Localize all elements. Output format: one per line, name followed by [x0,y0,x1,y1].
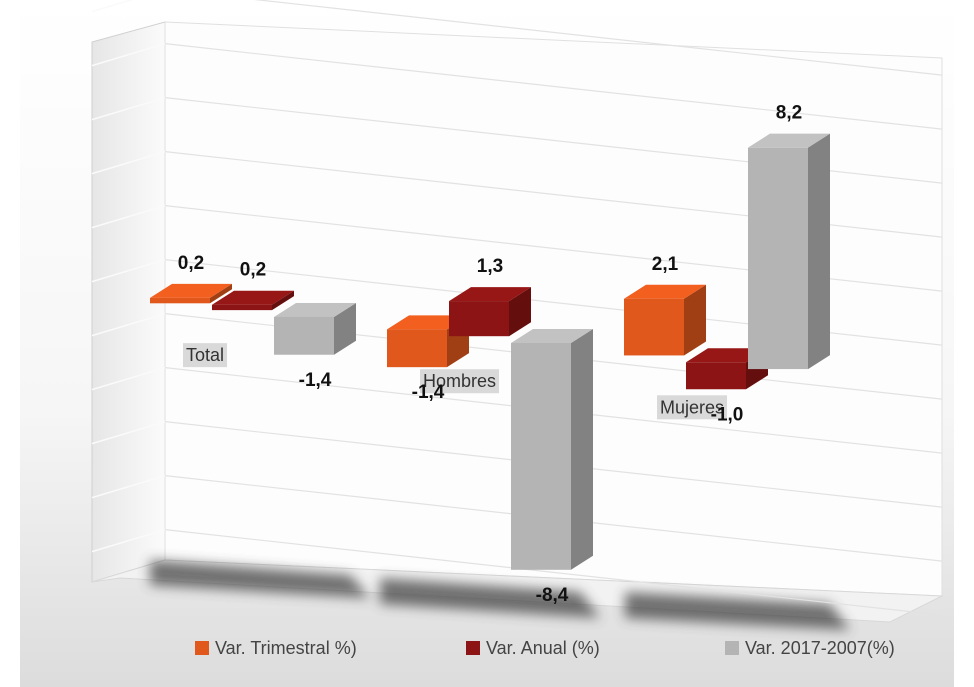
category-label-bg [657,395,728,420]
value-label: 2,1 [652,254,679,275]
value-label: -1,4 [412,382,445,403]
bar [624,298,684,356]
value-label: -1,0 [711,404,744,425]
legend-label: Var. Anual (%) [486,638,600,658]
grid-line [91,96,166,121]
value-label: 1,3 [477,256,503,277]
legend-swatch [725,641,739,655]
grid-line [91,366,166,391]
floor-shadows [150,560,850,630]
value-label: 0,2 [240,260,266,281]
grid-line [91,150,166,175]
category-label: Total [186,345,224,365]
legend-label: Var. Trimestral %) [215,638,357,658]
bar-top [748,133,830,148]
grid-line [91,528,166,553]
bar-top [449,287,531,302]
value-label: 0,2 [178,253,204,274]
value-label: -1,4 [299,370,332,391]
bar-side [272,290,294,311]
value-label: -8,4 [536,585,569,606]
grid-line [91,420,166,445]
bar [686,362,746,390]
bar-top [274,302,356,317]
category-label: Mujeres [660,397,724,417]
bar [387,329,447,368]
bar-side [210,283,232,304]
grid-line [91,42,166,67]
grid-line [253,0,943,76]
bar [449,301,509,337]
bar-top [150,283,232,298]
bar-top [387,315,469,330]
legend-swatch [466,641,480,655]
grid-line [164,529,943,616]
grid-line [164,43,943,130]
category-label-bg [420,369,500,394]
bar [511,343,571,570]
bar-top [624,284,706,299]
bar-top [686,348,768,363]
bar-side [684,284,706,356]
grid-line [91,474,166,499]
category-label-bg [183,343,228,368]
bar [748,147,808,370]
grid-line [91,258,166,283]
bar-side [571,329,593,570]
bar [150,297,210,304]
legend-label: Var. 2017-2007(%) [745,638,895,658]
grid-line [91,312,166,337]
legend-swatch [195,641,209,655]
bar-top [511,329,593,344]
bar [274,316,334,355]
bar-side [808,133,830,370]
value-label: 8,2 [776,103,802,124]
bar-side [334,302,356,355]
category-label: Hombres [423,371,496,391]
legend: Var. Trimestral %) Var. Anual (%) Var. 201… [195,638,895,658]
grid-line [91,204,166,229]
bar-top [212,290,294,305]
grid-line [91,0,134,13]
bar-side [509,287,531,337]
bar [212,304,272,311]
